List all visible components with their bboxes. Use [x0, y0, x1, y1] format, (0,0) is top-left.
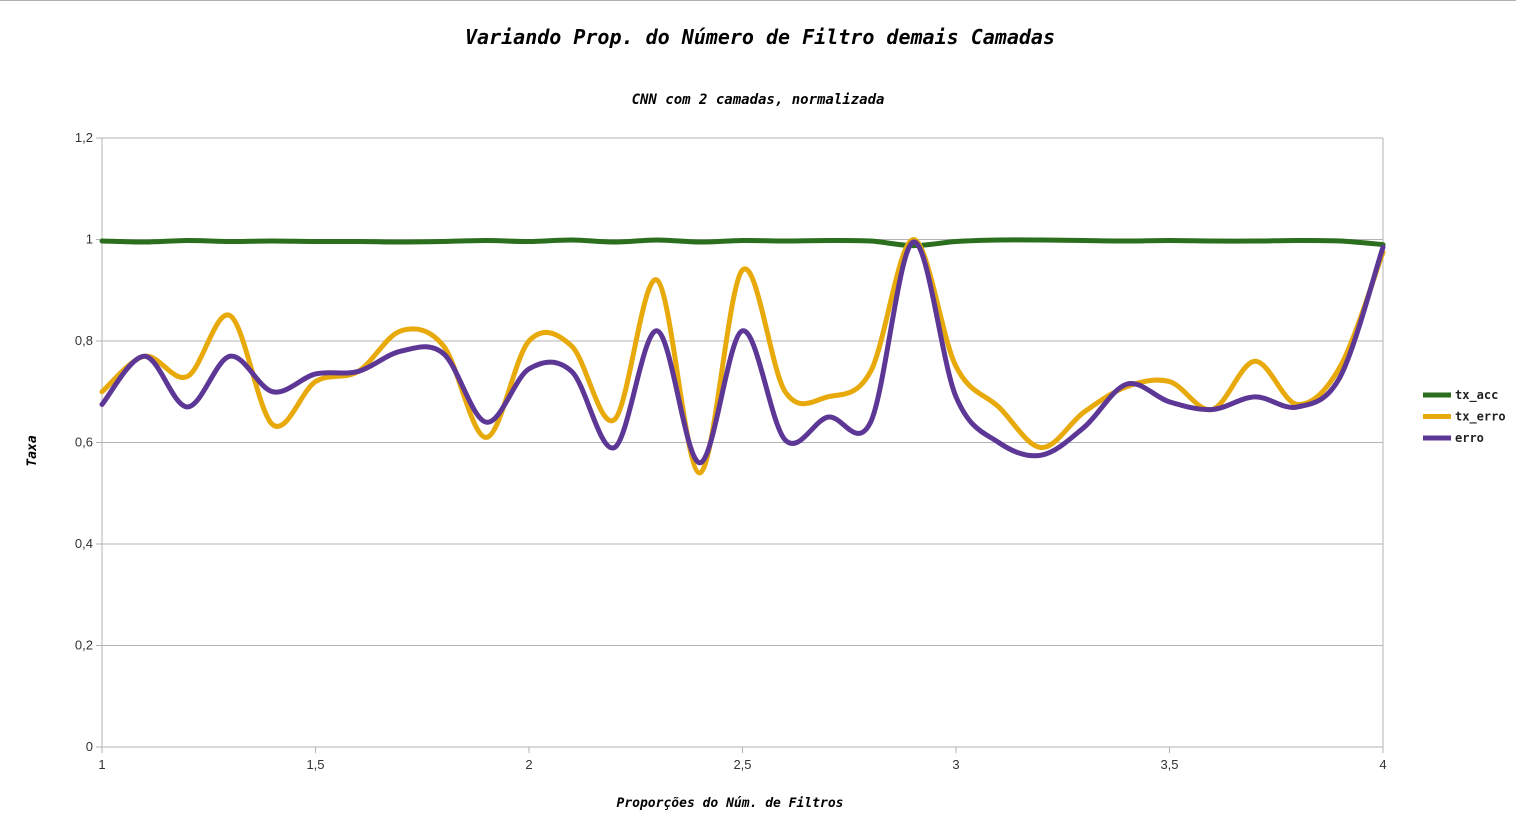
legend-label-erro: erro — [1455, 431, 1484, 445]
x-tick-label: 4 — [1379, 757, 1386, 772]
x-tick-label: 3 — [952, 757, 959, 772]
y-tick-label: 0,8 — [75, 333, 93, 348]
axes: 0 0,2 0,4 0,6 0,8 1 1,2 1 1,5 2 2,5 3 3,5 4 — [75, 130, 1387, 772]
y-tick-label: 1 — [86, 232, 93, 247]
legend-label-tx-acc: tx_acc — [1455, 388, 1498, 403]
legend-label-tx-erro: tx_erro — [1455, 410, 1506, 425]
y-tick-label: 0,2 — [75, 638, 93, 653]
y-tick-label: 0,4 — [75, 536, 93, 551]
series-line-erro — [99, 239, 1386, 466]
x-tick-label: 2 — [525, 757, 532, 772]
x-tick-label: 2,5 — [733, 757, 751, 772]
y-axis-label: Taxa — [25, 435, 40, 466]
y-tick-label: 1,2 — [75, 130, 93, 145]
chart-title: Variando Prop. do Número de Filtro demai… — [465, 25, 1055, 49]
gridlines — [102, 137, 1383, 748]
chart-subtitle: CNN com 2 camadas, normalizada — [632, 92, 885, 108]
y-tick-label: 0 — [86, 739, 93, 754]
x-axis-label: Proporções do Núm. de Filtros — [617, 796, 844, 811]
series-line-tx-erro — [99, 237, 1386, 476]
series-lines — [99, 237, 1386, 476]
y-tick-label: 0,6 — [75, 435, 93, 450]
x-tick-label: 1,5 — [306, 757, 324, 772]
x-tick-label: 3,5 — [1160, 757, 1178, 772]
top-border — [0, 0, 1516, 1]
series-line-tx-acc — [99, 237, 1386, 249]
x-tick-label: 1 — [98, 757, 105, 772]
